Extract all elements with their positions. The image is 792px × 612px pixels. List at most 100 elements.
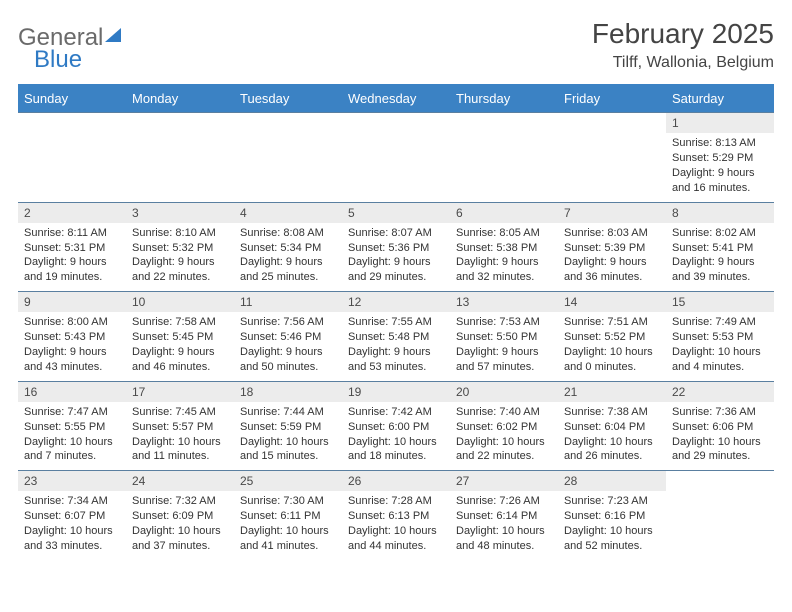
daylight-text: Daylight: 10 hours and 15 minutes. — [240, 435, 336, 465]
day-cell: 22Sunrise: 7:36 AMSunset: 6:06 PMDayligh… — [666, 382, 774, 471]
sunset-text: Sunset: 5:59 PM — [240, 420, 336, 435]
day-body: Sunrise: 7:28 AMSunset: 6:13 PMDaylight:… — [342, 491, 450, 559]
sunset-text: Sunset: 5:38 PM — [456, 241, 552, 256]
sunrise-text: Sunrise: 8:11 AM — [24, 226, 120, 241]
day-body: Sunrise: 7:23 AMSunset: 6:16 PMDaylight:… — [558, 491, 666, 559]
day-cell — [666, 471, 774, 560]
day-number: 25 — [234, 471, 342, 491]
day-cell: 21Sunrise: 7:38 AMSunset: 6:04 PMDayligh… — [558, 382, 666, 471]
day-number: 3 — [126, 203, 234, 223]
sunset-text: Sunset: 6:09 PM — [132, 509, 228, 524]
day-body: Sunrise: 7:36 AMSunset: 6:06 PMDaylight:… — [666, 402, 774, 470]
sunset-text: Sunset: 6:16 PM — [564, 509, 660, 524]
day-body: Sunrise: 8:03 AMSunset: 5:39 PMDaylight:… — [558, 223, 666, 291]
day-cell — [126, 113, 234, 202]
day-number: 27 — [450, 471, 558, 491]
day-cell: 27Sunrise: 7:26 AMSunset: 6:14 PMDayligh… — [450, 471, 558, 560]
sunset-text: Sunset: 5:55 PM — [24, 420, 120, 435]
daylight-text: Daylight: 10 hours and 29 minutes. — [672, 435, 768, 465]
day-cell: 7Sunrise: 8:03 AMSunset: 5:39 PMDaylight… — [558, 203, 666, 292]
title-block: February 2025 Tilff, Wallonia, Belgium — [592, 18, 774, 72]
day-number: 19 — [342, 382, 450, 402]
day-number: 28 — [558, 471, 666, 491]
day-number: 1 — [666, 113, 774, 133]
day-body: Sunrise: 7:42 AMSunset: 6:00 PMDaylight:… — [342, 402, 450, 470]
day-cell — [18, 113, 126, 202]
sunrise-text: Sunrise: 7:30 AM — [240, 494, 336, 509]
daylight-text: Daylight: 10 hours and 52 minutes. — [564, 524, 660, 554]
calendar: Sunday Monday Tuesday Wednesday Thursday… — [18, 84, 774, 560]
day-cell: 20Sunrise: 7:40 AMSunset: 6:02 PMDayligh… — [450, 382, 558, 471]
day-number: 6 — [450, 203, 558, 223]
logo-word2: Blue — [34, 46, 82, 74]
sunset-text: Sunset: 5:46 PM — [240, 330, 336, 345]
sunset-text: Sunset: 5:52 PM — [564, 330, 660, 345]
daylight-text: Daylight: 9 hours and 16 minutes. — [672, 166, 768, 196]
daylight-text: Daylight: 10 hours and 18 minutes. — [348, 435, 444, 465]
day-header: Monday — [126, 86, 234, 112]
day-number: 14 — [558, 292, 666, 312]
header: General February 2025 Tilff, Wallonia, B… — [18, 18, 774, 72]
day-body: Sunrise: 7:51 AMSunset: 5:52 PMDaylight:… — [558, 312, 666, 380]
sunset-text: Sunset: 6:00 PM — [348, 420, 444, 435]
day-number: 20 — [450, 382, 558, 402]
location: Tilff, Wallonia, Belgium — [592, 54, 774, 72]
day-cell: 9Sunrise: 8:00 AMSunset: 5:43 PMDaylight… — [18, 292, 126, 381]
sunrise-text: Sunrise: 7:32 AM — [132, 494, 228, 509]
daylight-text: Daylight: 10 hours and 37 minutes. — [132, 524, 228, 554]
day-number: 5 — [342, 203, 450, 223]
day-cell: 17Sunrise: 7:45 AMSunset: 5:57 PMDayligh… — [126, 382, 234, 471]
day-body: Sunrise: 7:53 AMSunset: 5:50 PMDaylight:… — [450, 312, 558, 380]
day-body: Sunrise: 7:26 AMSunset: 6:14 PMDaylight:… — [450, 491, 558, 559]
day-number: 18 — [234, 382, 342, 402]
day-number: 13 — [450, 292, 558, 312]
day-cell: 12Sunrise: 7:55 AMSunset: 5:48 PMDayligh… — [342, 292, 450, 381]
day-cell: 10Sunrise: 7:58 AMSunset: 5:45 PMDayligh… — [126, 292, 234, 381]
day-number: 16 — [18, 382, 126, 402]
sunrise-text: Sunrise: 8:00 AM — [24, 315, 120, 330]
day-cell: 3Sunrise: 8:10 AMSunset: 5:32 PMDaylight… — [126, 203, 234, 292]
day-cell: 18Sunrise: 7:44 AMSunset: 5:59 PMDayligh… — [234, 382, 342, 471]
sunset-text: Sunset: 6:14 PM — [456, 509, 552, 524]
sunrise-text: Sunrise: 7:51 AM — [564, 315, 660, 330]
daylight-text: Daylight: 9 hours and 53 minutes. — [348, 345, 444, 375]
day-header: Wednesday — [342, 86, 450, 112]
day-cell: 24 Sunrise: 7:32 AMSunset: 6:09 PMDayligh… — [126, 471, 234, 560]
day-body: Sunrise: 7:38 AMSunset: 6:04 PMDaylight:… — [558, 402, 666, 470]
daylight-text: Daylight: 10 hours and 0 minutes. — [564, 345, 660, 375]
sunrise-text: Sunrise: 8:02 AM — [672, 226, 768, 241]
daylight-text: Daylight: 10 hours and 33 minutes. — [24, 524, 120, 554]
week-row: 1Sunrise: 8:13 AMSunset: 5:29 PMDaylight… — [18, 112, 774, 202]
day-cell: 5Sunrise: 8:07 AMSunset: 5:36 PMDaylight… — [342, 203, 450, 292]
week-row: 9Sunrise: 8:00 AMSunset: 5:43 PMDaylight… — [18, 291, 774, 381]
daylight-text: Daylight: 9 hours and 39 minutes. — [672, 255, 768, 285]
day-number: 4 — [234, 203, 342, 223]
week-row: 23Sunrise: 7:34 AMSunset: 6:07 PMDayligh… — [18, 470, 774, 560]
sunrise-text: Sunrise: 8:13 AM — [672, 136, 768, 151]
sunset-text: Sunset: 5:41 PM — [672, 241, 768, 256]
day-cell: 16Sunrise: 7:47 AMSunset: 5:55 PMDayligh… — [18, 382, 126, 471]
daylight-text: Daylight: 9 hours and 36 minutes. — [564, 255, 660, 285]
daylight-text: Daylight: 9 hours and 32 minutes. — [456, 255, 552, 285]
sunset-text: Sunset: 5:48 PM — [348, 330, 444, 345]
daylight-text: Daylight: 9 hours and 29 minutes. — [348, 255, 444, 285]
sunrise-text: Sunrise: 7:53 AM — [456, 315, 552, 330]
sunrise-text: Sunrise: 8:07 AM — [348, 226, 444, 241]
daylight-text: Daylight: 9 hours and 19 minutes. — [24, 255, 120, 285]
day-body: Sunrise: 7:56 AMSunset: 5:46 PMDaylight:… — [234, 312, 342, 380]
day-number: 22 — [666, 382, 774, 402]
daylight-text: Daylight: 9 hours and 46 minutes. — [132, 345, 228, 375]
sunrise-text: Sunrise: 7:28 AM — [348, 494, 444, 509]
daylight-text: Daylight: 9 hours and 25 minutes. — [240, 255, 336, 285]
day-cell: 26Sunrise: 7:28 AMSunset: 6:13 PMDayligh… — [342, 471, 450, 560]
day-body: Sunrise: 8:11 AMSunset: 5:31 PMDaylight:… — [18, 223, 126, 291]
day-body: Sunrise: 8:08 AMSunset: 5:34 PMDaylight:… — [234, 223, 342, 291]
day-body: Sunrise: 7:49 AMSunset: 5:53 PMDaylight:… — [666, 312, 774, 380]
sunset-text: Sunset: 6:06 PM — [672, 420, 768, 435]
weeks-container: 1Sunrise: 8:13 AMSunset: 5:29 PMDaylight… — [18, 112, 774, 560]
day-number: 24 — [126, 471, 234, 491]
sunset-text: Sunset: 6:13 PM — [348, 509, 444, 524]
day-body: Sunrise: 7:45 AMSunset: 5:57 PMDaylight:… — [126, 402, 234, 470]
daylight-text: Daylight: 9 hours and 57 minutes. — [456, 345, 552, 375]
day-body: Sunrise: 7:34 AMSunset: 6:07 PMDaylight:… — [18, 491, 126, 559]
